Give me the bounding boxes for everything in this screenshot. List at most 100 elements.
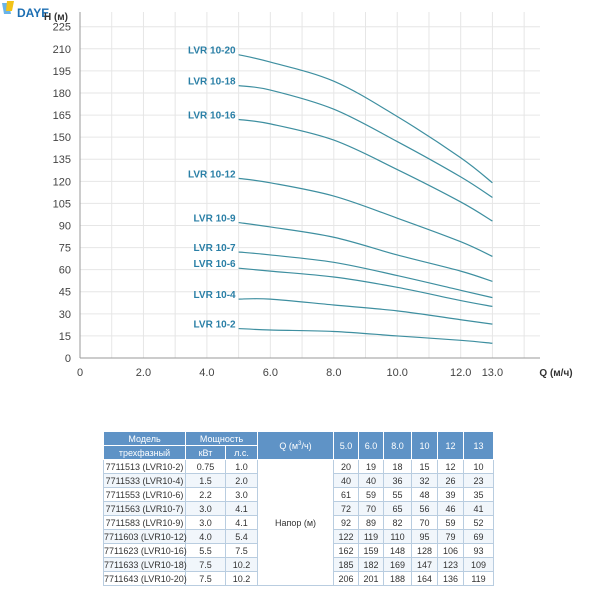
header-flow-value: 6.0 [358,431,385,460]
cell-kw: 7.5 [185,557,226,572]
cell-head-value: 106 [437,543,465,558]
table-header-row: Модель Мощность Q (м3/ч) 5.0 6.0 8.0 10 … [103,431,495,460]
cell-hp: 10.2 [224,571,259,586]
header-flow-value: 13 [463,431,495,460]
series-label: LVR 10-7 [194,243,236,254]
header-flow-value: 10 [411,431,439,460]
cell-kw: 1.5 [185,473,226,488]
pump-spec-table: Модель Мощность Q (м3/ч) 5.0 6.0 8.0 10 … [103,431,495,586]
cell-head-value: 40 [358,473,385,488]
cell-model: 7711553 (LVR10-6) [103,487,186,502]
cell-model: 7711633 (LVR10-18) [103,557,187,572]
cell-head-value: 92 [333,515,360,530]
x-tick-label: 10.0 [387,367,408,379]
series-line [238,267,493,308]
series-line [238,54,493,184]
y-tick-label: 75 [59,243,71,255]
y-tick-label: 135 [53,154,71,166]
y-tick-label: 210 [53,44,71,56]
cell-head-value: 40 [333,473,360,488]
y-tick-label: 90 [59,220,71,232]
chart-labels: LVR 10-2 LVR 10-4 LVR 10-6 LVR 10-7 LVR 10-9… [188,46,236,331]
daye-logo: DAYE [2,1,49,20]
y-tick-label: 15 [59,331,71,343]
cell-head-value: 32 [411,473,439,488]
x-tick-label: 8.0 [326,367,341,379]
x-tick-label: 0 [77,367,83,379]
header-flow: Q (м3/ч) [257,431,335,460]
cell-head-value: 52 [463,515,495,530]
cell-kw: 5.5 [185,543,226,558]
x-tick-label: 13.0 [482,367,503,379]
cell-head-value: 41 [463,501,495,516]
cell-head-value: 46 [437,501,465,516]
cell-head-value: 119 [358,529,385,544]
cell-head-value: 123 [437,557,465,572]
series-label: LVR 10-4 [194,290,236,301]
cell-head-value: 89 [358,515,385,530]
cell-head-value: 70 [358,501,385,516]
cell-head-value: 59 [437,515,465,530]
y-tick-label: 195 [53,66,71,78]
cell-head-value: 79 [437,529,465,544]
cell-model: 7711643 (LVR10-20) [103,571,187,586]
y-tick-label: 165 [53,110,71,122]
cell-head-value: 19 [358,459,385,474]
cell-head-value: 128 [411,543,439,558]
table-body: 7711513 (LVR10-2) 0.75 1.0 Напор (м) 20 19 18 1… [103,459,495,586]
cell-kw: 0.75 [185,459,226,474]
cell-model: 7711533 (LVR10-4) [103,473,186,488]
y-tick-label: 120 [53,176,71,188]
cell-head-value: 61 [333,487,360,502]
cell-kw: 7.5 [185,571,226,586]
x-tick-label: 4.0 [199,367,214,379]
cell-head-value: 93 [463,543,495,558]
cell-model: 7711583 (LVR10-9) [103,515,186,530]
cell-head-value: 59 [358,487,385,502]
cell-model: 7711563 (LVR10-7) [103,501,186,516]
table-row: 7711603 (LVR10-12) 4.0 5.4 122 119 110 95 79 69 [103,529,495,544]
series-line [238,251,493,299]
cell-model: 7711623 (LVR10-16) [103,543,187,558]
cell-head-value: 201 [358,571,385,586]
cell-head-value: 122 [333,529,360,544]
cell-head-label: Напор (м) [257,459,335,586]
table-subheader-row: трехфазный кВт л.с. [103,445,494,460]
cell-hp: 10.2 [224,557,259,572]
cell-head-value: 56 [411,501,439,516]
cell-kw: 3.0 [185,501,226,516]
cell-kw: 3.0 [185,515,226,530]
table-row: 7711623 (LVR10-16) 5.5 7.5 162 159 148 128 106 9… [103,543,495,558]
y-tick-label: 60 [59,265,71,277]
cell-head-value: 147 [411,557,439,572]
table-row: 7711643 (LVR10-20) 7.5 10.2 206 201 188 164 136… [103,571,495,586]
cell-head-value: 35 [463,487,495,502]
x-tick-label: 12.0 [450,367,471,379]
cell-head-value: 162 [333,543,360,558]
y-tick-label: 105 [53,198,71,210]
cell-head-value: 95 [411,529,439,544]
cell-head-value: 72 [333,501,360,516]
cell-head-value: 109 [463,557,495,572]
cell-head-value: 159 [358,543,385,558]
series-line [238,85,493,199]
y-axis-title: H (м) [44,12,68,23]
cell-hp: 3.0 [224,487,259,502]
table-row: 7711513 (LVR10-2) 0.75 1.0 Напор (м) 20 19 18 1… [103,459,495,586]
cell-head-value: 18 [383,459,413,474]
series-line [238,221,493,283]
cell-head-value: 148 [383,543,413,558]
y-tick-label: 30 [59,309,71,321]
cell-head-value: 185 [333,557,360,572]
logo-text: DAYE [17,6,49,20]
cell-kw: 2.2 [185,487,226,502]
header-power: Мощность [184,431,259,446]
header-kw: кВт [185,445,226,460]
cell-head-value: 136 [437,571,465,586]
cell-head-value: 206 [333,571,360,586]
table-row: 7711533 (LVR10-4) 1.5 2.0 40 40 36 32 26 23 [103,473,495,488]
header-flow-value: 8.0 [383,431,413,460]
cell-head-value: 69 [463,529,495,544]
cell-hp: 4.1 [224,501,259,516]
series-label: LVR 10-9 [194,214,236,225]
